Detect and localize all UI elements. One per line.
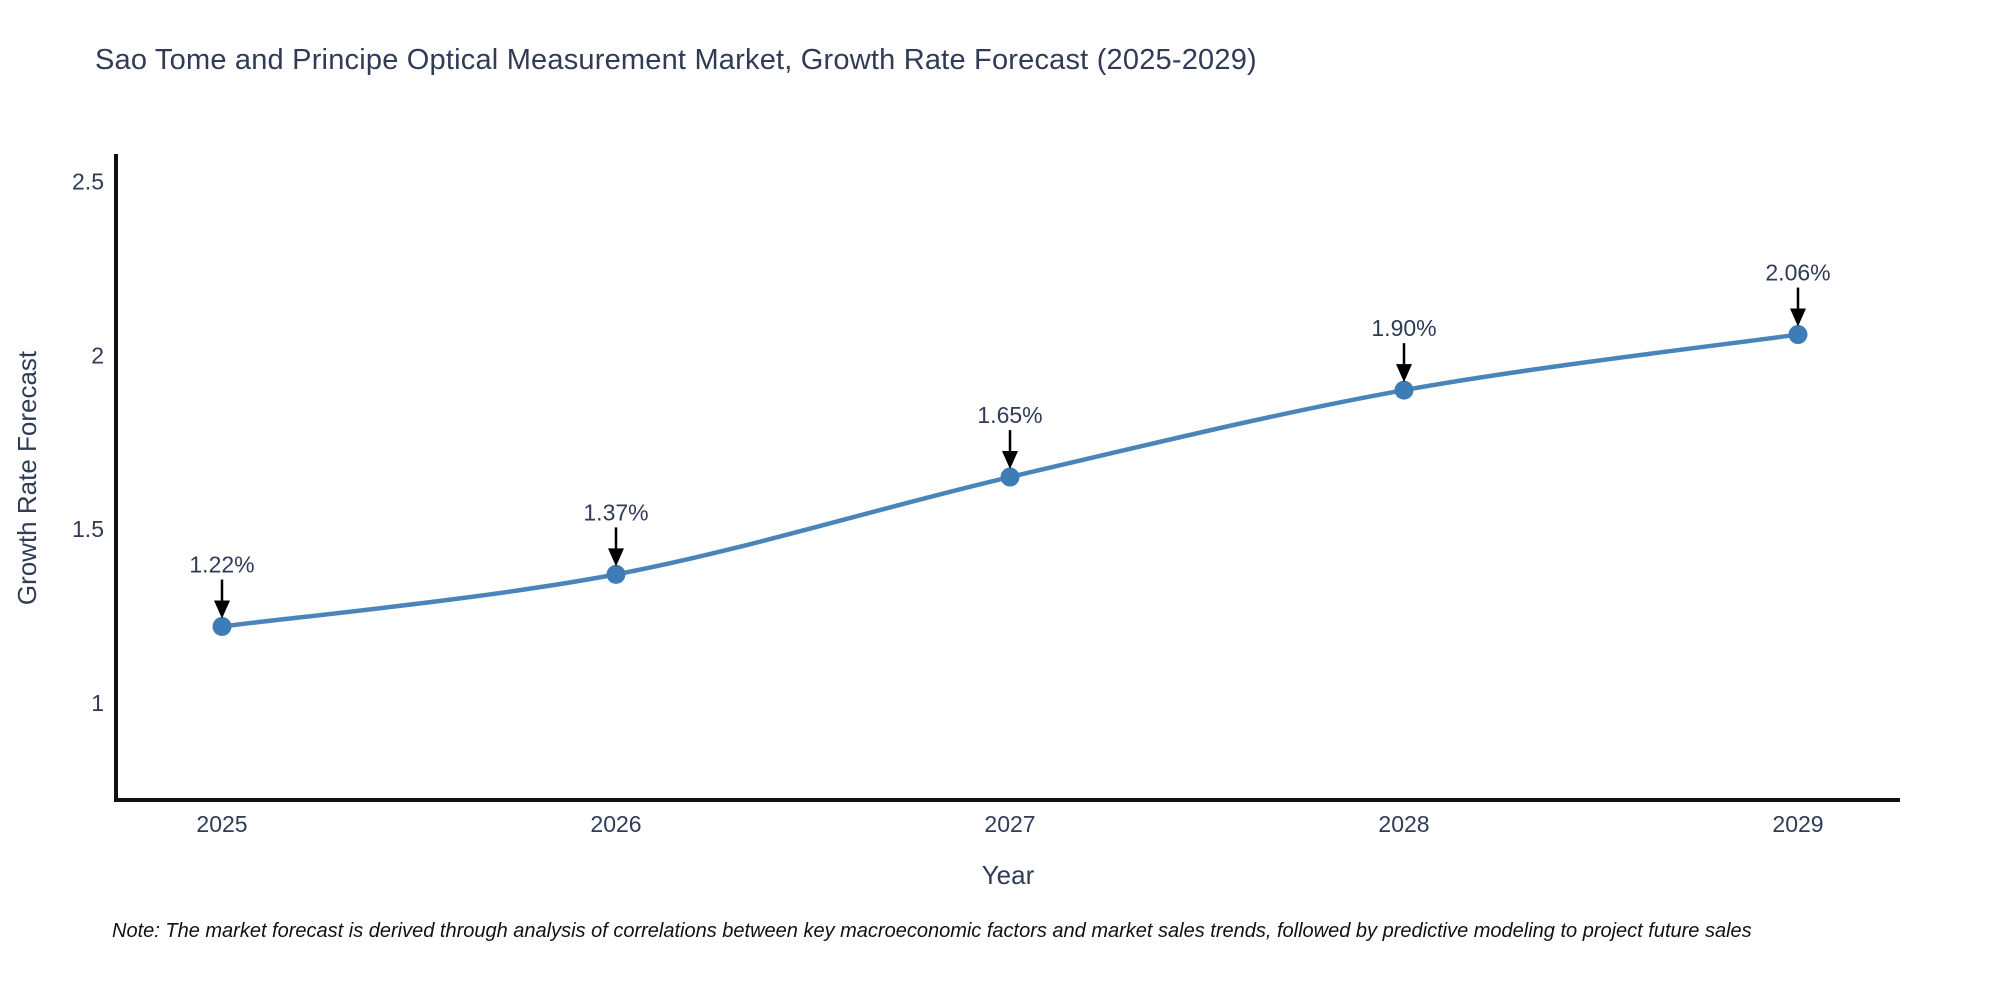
y-tick-label: 1 bbox=[91, 690, 104, 716]
annotation-arrow-head bbox=[1396, 364, 1412, 383]
y-tick-label: 2.5 bbox=[72, 169, 104, 195]
footnote: Note: The market forecast is derived thr… bbox=[112, 920, 1752, 942]
data-point-marker bbox=[1000, 467, 1020, 487]
data-point-label: 1.37% bbox=[583, 499, 648, 525]
data-point-marker bbox=[212, 617, 232, 637]
annotation-arrow-head bbox=[1790, 308, 1806, 327]
data-point-label: 1.65% bbox=[977, 402, 1042, 428]
x-tick-label: 2025 bbox=[196, 811, 247, 837]
data-point-marker bbox=[606, 564, 626, 584]
data-point-label: 2.06% bbox=[1765, 260, 1830, 286]
y-tick-label: 2 bbox=[91, 342, 104, 368]
chart-title: Sao Tome and Principe Optical Measuremen… bbox=[95, 44, 1257, 76]
x-tick-label: 2027 bbox=[984, 811, 1035, 837]
data-point-label: 1.22% bbox=[189, 552, 254, 578]
x-tick-label: 2029 bbox=[1772, 811, 1823, 837]
data-point-label: 1.90% bbox=[1371, 315, 1436, 341]
data-point-marker bbox=[1788, 325, 1808, 345]
x-tick-label: 2028 bbox=[1378, 811, 1429, 837]
y-axis-title: Growth Rate Forecast bbox=[12, 350, 42, 605]
annotation-arrow-head bbox=[1002, 451, 1018, 470]
annotation-arrow-head bbox=[214, 600, 230, 619]
y-tick-label: 1.5 bbox=[72, 516, 104, 542]
annotation-arrow-head bbox=[608, 548, 624, 567]
x-axis-title: Year bbox=[982, 860, 1035, 890]
data-point-marker bbox=[1394, 380, 1414, 400]
x-tick-label: 2026 bbox=[590, 811, 641, 837]
